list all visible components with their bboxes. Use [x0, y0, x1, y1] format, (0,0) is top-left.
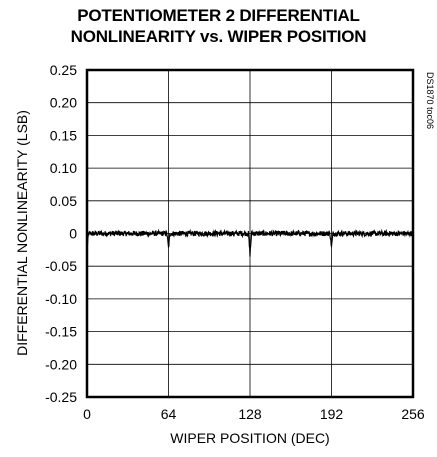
grid-lines [87, 70, 413, 397]
y-tick-label: 0.05 [50, 193, 77, 209]
plot-frame [85, 68, 415, 399]
y-axis-label: DIFFERENTIAL NONLINEARITY (LSB) [14, 110, 30, 356]
chart-title-line-2: NONLINEARITY vs. WIPER POSITION [70, 27, 367, 46]
y-tick-label: -0.25 [45, 389, 77, 405]
x-tick-label: 128 [238, 406, 262, 422]
y-tick-label: 0 [69, 226, 77, 242]
y-tick-label: -0.10 [45, 291, 77, 307]
y-tick-label: -0.20 [45, 356, 77, 372]
x-axis-label: WIPER POSITION (DEC) [170, 430, 329, 446]
y-tick-labels: 0.25 0.20 0.15 0.10 0.05 0 -0.05 -0.10 -0.15 -0.2… [45, 62, 77, 405]
y-tick-label: 0.20 [50, 95, 77, 111]
y-tick-label: -0.05 [45, 258, 77, 274]
y-tick-label: 0.15 [50, 127, 77, 143]
y-tick-label: 0.10 [50, 160, 77, 176]
x-tick-label: 192 [320, 406, 344, 422]
x-tick-label: 64 [161, 406, 177, 422]
x-tick-labels: 0 64 128 192 256 [83, 406, 425, 422]
x-tick-label: 256 [401, 406, 425, 422]
y-tick-label: 0.25 [50, 62, 77, 78]
figure-code-label: DS1870 toc06 [425, 72, 435, 129]
series-line [86, 228, 414, 257]
x-tick-label: 0 [83, 406, 91, 422]
y-tick-label: -0.15 [45, 324, 77, 340]
chart-title-line-1: POTENTIOMETER 2 DIFFERENTIAL [77, 6, 360, 25]
